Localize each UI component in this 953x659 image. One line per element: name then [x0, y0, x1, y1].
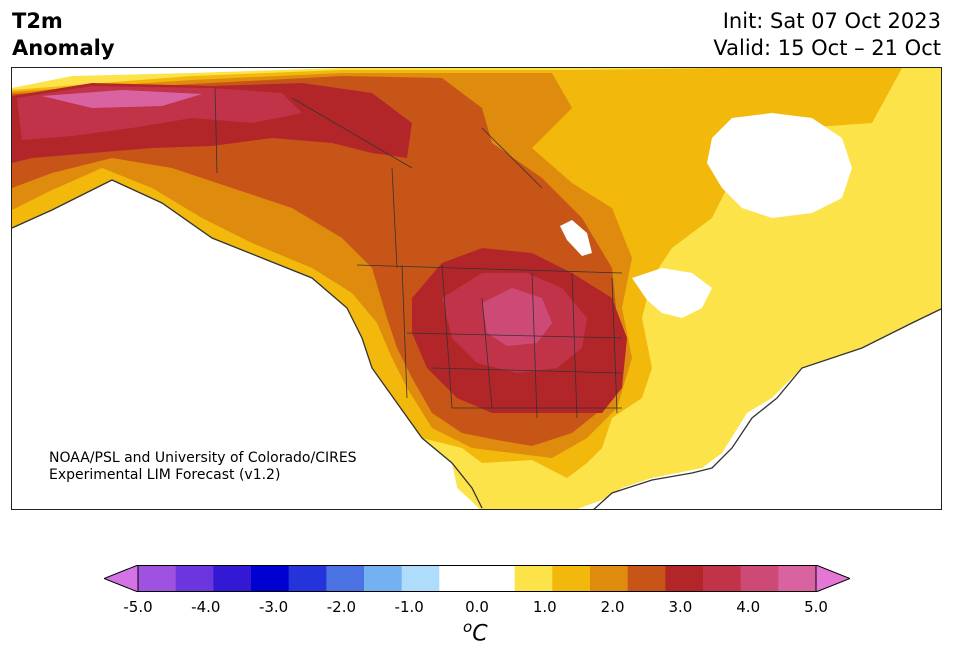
colorbar-tick-label: -1.0: [394, 598, 424, 616]
land-pink-north: [42, 90, 202, 108]
colorbar-tick-label: 0.0: [465, 598, 489, 616]
land-pink-central: [482, 288, 552, 346]
colorbar: [104, 565, 850, 592]
colorbar-tick-label: 3.0: [668, 598, 693, 616]
colorbar-swatch: [251, 565, 290, 592]
colorbar-tick-label: -4.0: [191, 598, 221, 616]
coastline: [12, 179, 941, 509]
colorbar-unit: oC: [463, 618, 488, 646]
title-line-2: Anomaly: [12, 36, 115, 60]
atlantic-ocean: [595, 308, 941, 509]
colorbar-swatch: [213, 565, 252, 592]
credit-line-2: Experimental LIM Forecast (v1.2): [49, 467, 281, 483]
colorbar-ticks: -5.0 -4.0 -3.0 -2.0 -1.0 0.0 1.0 2.0 3.0 4.0 5.0: [0, 598, 953, 618]
unit-degree: o: [463, 618, 473, 636]
colorbar-swatch: [514, 565, 553, 592]
colorbar-swatch: [665, 565, 704, 592]
great-lakes: [632, 268, 712, 318]
colorbar-swatch: [552, 565, 591, 592]
colorbar-swatch: [364, 565, 403, 592]
colorbar-tick-label: -5.0: [123, 598, 153, 616]
colorbar-swatch: [703, 565, 742, 592]
colorbar-extend-low: [104, 565, 139, 592]
lake-winnipeg: [560, 220, 592, 256]
colorbar-swatch: [138, 565, 177, 592]
colorbar-tick-label: 5.0: [804, 598, 828, 616]
valid-date: Valid: 15 Oct – 21 Oct: [713, 36, 941, 60]
forecast-credit: NOAA/PSL and University of Colorado/CIRE…: [49, 450, 357, 484]
colorbar-swatch: [401, 565, 440, 592]
colorbar-swatch: [288, 565, 327, 592]
gulf-of-mexico: [594, 468, 751, 509]
forecast-dates: Init: Sat 07 Oct 2023 Valid: 15 Oct – 21…: [713, 8, 941, 62]
anomaly-map-svg: [12, 68, 941, 509]
colorbar-swatch: [627, 565, 666, 592]
pacific-ocean: [12, 180, 462, 509]
colorbar-swatch: [740, 565, 779, 592]
unit-letter: C: [472, 621, 488, 647]
colorbar-swatch: [477, 565, 516, 592]
credit-line-1: NOAA/PSL and University of Colorado/CIRE…: [49, 450, 357, 466]
title-line-1: T2m: [12, 9, 63, 33]
colorbar-swatch: [175, 565, 214, 592]
map-title: T2m Anomaly: [12, 8, 115, 62]
colorbar-swatch: [590, 565, 629, 592]
anomaly-map: NOAA/PSL and University of Colorado/CIRE…: [11, 67, 942, 510]
colorbar-extend-high: [815, 565, 850, 592]
colorbar-outline: [137, 565, 817, 592]
colorbar-swatch: [778, 565, 817, 592]
colorbar-tick-label: 4.0: [736, 598, 761, 616]
colorbar-tick-label: -2.0: [326, 598, 357, 616]
init-date: Init: Sat 07 Oct 2023: [722, 9, 941, 33]
state-borders: [214, 87, 623, 419]
colorbar-tick-label: -3.0: [258, 598, 289, 616]
hudson-bay: [707, 113, 852, 218]
colorbar-tick-label: 1.0: [532, 598, 557, 616]
colorbar-swatch: [439, 565, 478, 592]
colorbar-swatch: [326, 565, 365, 592]
colorbar-tick-label: 2.0: [600, 598, 625, 616]
